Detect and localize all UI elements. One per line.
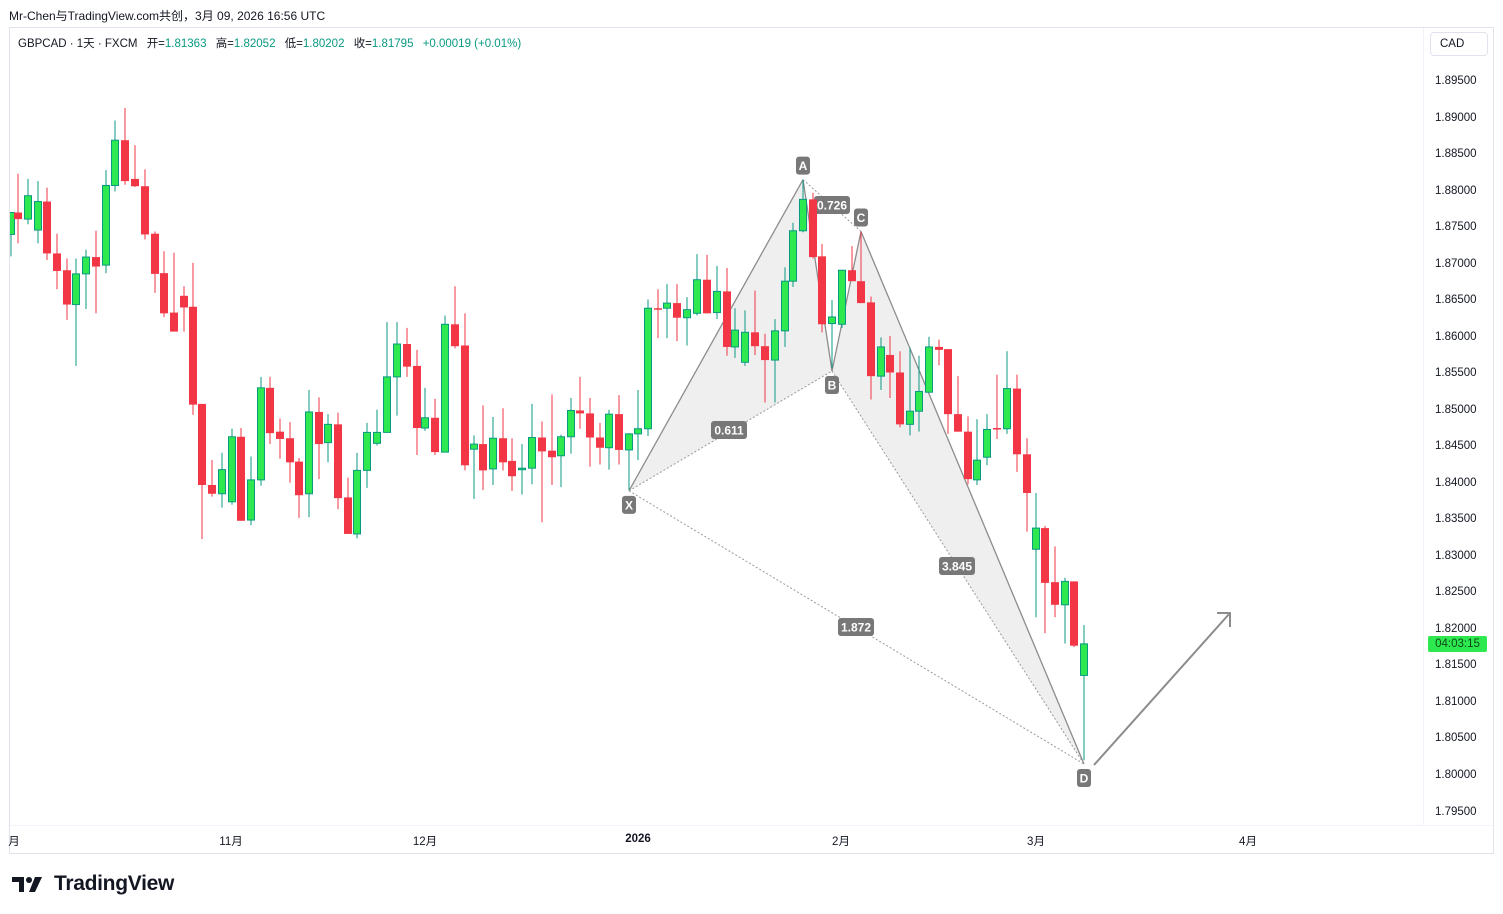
high-value: 1.82052 (233, 38, 276, 50)
price-tick: 1.82000 (1435, 622, 1477, 635)
logo-text: TradingView (54, 872, 175, 895)
price-axis-divider (1423, 28, 1424, 825)
low-label: 低= (284, 38, 303, 50)
price-tick: 1.88500 (1435, 148, 1477, 161)
time-tick: 3月 (1027, 836, 1045, 848)
price-tick: 1.89000 (1435, 111, 1477, 124)
price-tick: 1.88000 (1435, 184, 1477, 197)
ohlc-legend: GBPCAD · 1天 · FXCM 开=1.81363 高=1.82052 低… (18, 35, 521, 51)
svg-text:B: B (828, 379, 837, 393)
currency-button[interactable]: CAD (1430, 32, 1488, 56)
tradingview-logo-icon (12, 877, 42, 892)
price-tick: 1.85000 (1435, 403, 1477, 416)
chart-pane[interactable]: X A B C D 0.611 0.726 3.845 1.872 (10, 28, 1423, 825)
svg-text:1.872: 1.872 (841, 621, 871, 635)
symbol-info[interactable]: GBPCAD · 1天 · FXCM (18, 38, 138, 50)
pattern-point-c[interactable]: C (854, 208, 868, 227)
pattern-point-a[interactable]: A (796, 156, 810, 175)
pattern-point-d[interactable]: D (1077, 769, 1091, 788)
harmonic-pattern[interactable]: X A B C D 0.611 0.726 3.845 1.872 (622, 156, 1091, 788)
time-tick: 12月 (412, 836, 438, 848)
price-tick: 1.86000 (1435, 330, 1477, 343)
pattern-point-x[interactable]: X (622, 495, 636, 514)
ratio-label: 3.845 (939, 557, 975, 575)
close-value: 1.81795 (371, 38, 414, 50)
time-tick: 2026 (625, 833, 651, 845)
high-label: 高= (215, 38, 234, 50)
ratio-label: 0.611 (711, 421, 747, 439)
price-tick: 1.86500 (1435, 294, 1477, 307)
ratio-label: 0.726 (814, 196, 850, 214)
time-axis-divider (10, 825, 1493, 826)
svg-text:A: A (799, 159, 808, 173)
price-tick: 1.85500 (1435, 367, 1477, 380)
svg-text:C: C (857, 211, 866, 225)
price-tick: 1.89500 (1435, 75, 1477, 88)
price-tick: 1.81500 (1435, 659, 1477, 672)
price-tick: 1.83000 (1435, 549, 1477, 562)
price-tick: 1.82500 (1435, 586, 1477, 599)
open-label: 开= (146, 38, 165, 50)
time-tick: 4月 (1239, 836, 1257, 848)
price-tick: 1.79500 (1435, 805, 1477, 818)
close-label: 收= (353, 38, 372, 50)
time-tick: 月 (8, 836, 20, 848)
price-tick: 1.84500 (1435, 440, 1477, 453)
chart-frame (9, 27, 1494, 854)
projection-arrow[interactable] (1093, 612, 1231, 766)
low-value: 1.80202 (302, 38, 345, 50)
candles (10, 108, 1088, 761)
price-tick: 1.81000 (1435, 695, 1477, 708)
change-value: +0.00019 (+0.01%) (422, 38, 522, 50)
pattern-point-b[interactable]: B (825, 376, 839, 395)
chart-credit: Mr-Chen与TradingView.com共创，3月 09, 2026 16… (9, 9, 326, 23)
svg-text:X: X (625, 498, 633, 512)
tradingview-logo: TradingView (12, 872, 174, 896)
price-tick: 1.87500 (1435, 221, 1477, 234)
open-value: 1.81363 (164, 38, 207, 50)
time-tick: 2月 (832, 836, 850, 848)
time-tick: 11月 (219, 836, 243, 848)
svg-text:0.726: 0.726 (817, 199, 847, 213)
svg-text:D: D (1080, 772, 1089, 786)
price-tick: 1.84000 (1435, 476, 1477, 489)
countdown-price-tag: 04:03:15 (1428, 635, 1487, 652)
price-tick: 1.83500 (1435, 513, 1477, 526)
price-tick: 1.80500 (1435, 732, 1477, 745)
price-tick: 1.80000 (1435, 769, 1477, 781)
svg-text:0.611: 0.611 (714, 424, 744, 438)
price-tick: 1.87000 (1435, 257, 1477, 270)
svg-text:3.845: 3.845 (942, 560, 972, 574)
ratio-label: 1.872 (838, 618, 874, 636)
